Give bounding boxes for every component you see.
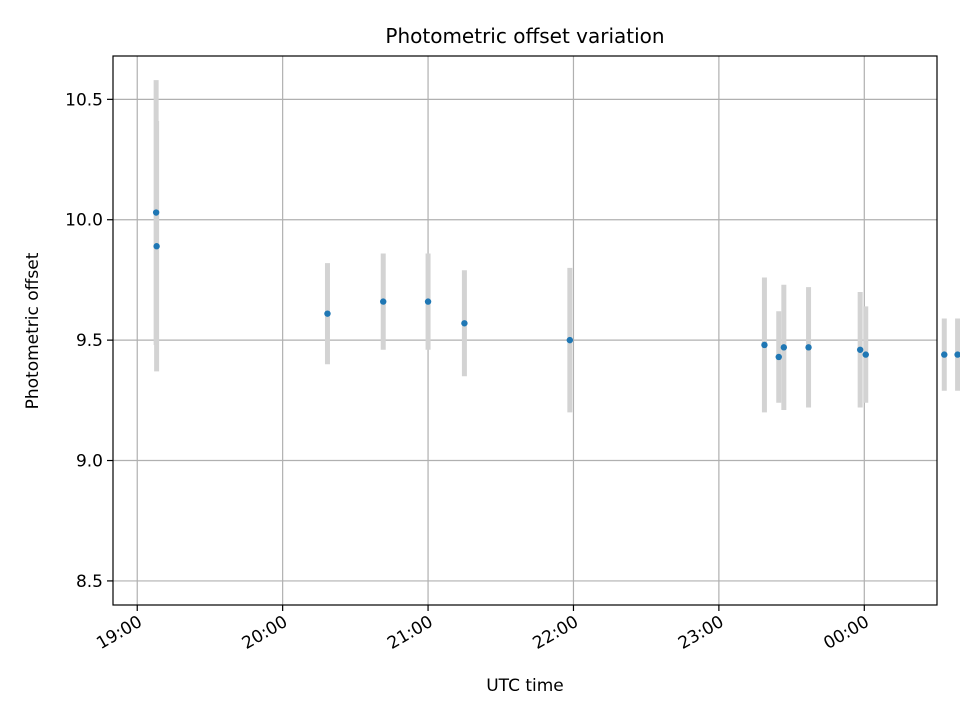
- data-point: [862, 351, 869, 358]
- data-point: [761, 341, 768, 349]
- data-point: [954, 351, 960, 358]
- x-tick-label: 20:00: [239, 612, 291, 654]
- y-tick-label: 8.5: [76, 572, 103, 592]
- data-point: [775, 353, 782, 361]
- x-axis-ticks: 19:00 20:00 21:00 22:00 23:00 00:00: [93, 605, 873, 654]
- data-point: [380, 298, 387, 305]
- data-point: [461, 320, 468, 327]
- data-point: [152, 209, 160, 216]
- data-points: [152, 209, 960, 361]
- y-tick-label: 10.0: [65, 211, 103, 231]
- x-tick-label: 00:00: [820, 612, 872, 654]
- y-tick-label: 10.5: [65, 90, 103, 110]
- y-axis-label: Photometric offset: [23, 252, 43, 409]
- x-tick-label: 19:00: [93, 612, 145, 654]
- error-bars: [153, 80, 960, 413]
- y-tick-label: 9.5: [76, 331, 103, 351]
- data-point: [780, 344, 788, 351]
- grid: [113, 56, 937, 605]
- data-point: [153, 243, 160, 250]
- chart-title: Photometric offset variation: [385, 24, 664, 48]
- x-tick-label: 23:00: [675, 612, 727, 654]
- x-tick-label: 21:00: [384, 612, 436, 654]
- x-axis-label: UTC time: [486, 676, 564, 696]
- data-point: [324, 310, 331, 317]
- data-point: [566, 336, 574, 344]
- data-point: [856, 346, 864, 353]
- data-point: [424, 298, 432, 305]
- plot-frame: [112, 55, 938, 606]
- data-point: [941, 351, 948, 358]
- x-tick-label: 22:00: [530, 612, 582, 654]
- data-point: [805, 344, 812, 351]
- y-tick-label: 9.0: [76, 452, 103, 472]
- y-axis-ticks: 8.5 9.0 9.5 10.0 10.5: [65, 90, 113, 592]
